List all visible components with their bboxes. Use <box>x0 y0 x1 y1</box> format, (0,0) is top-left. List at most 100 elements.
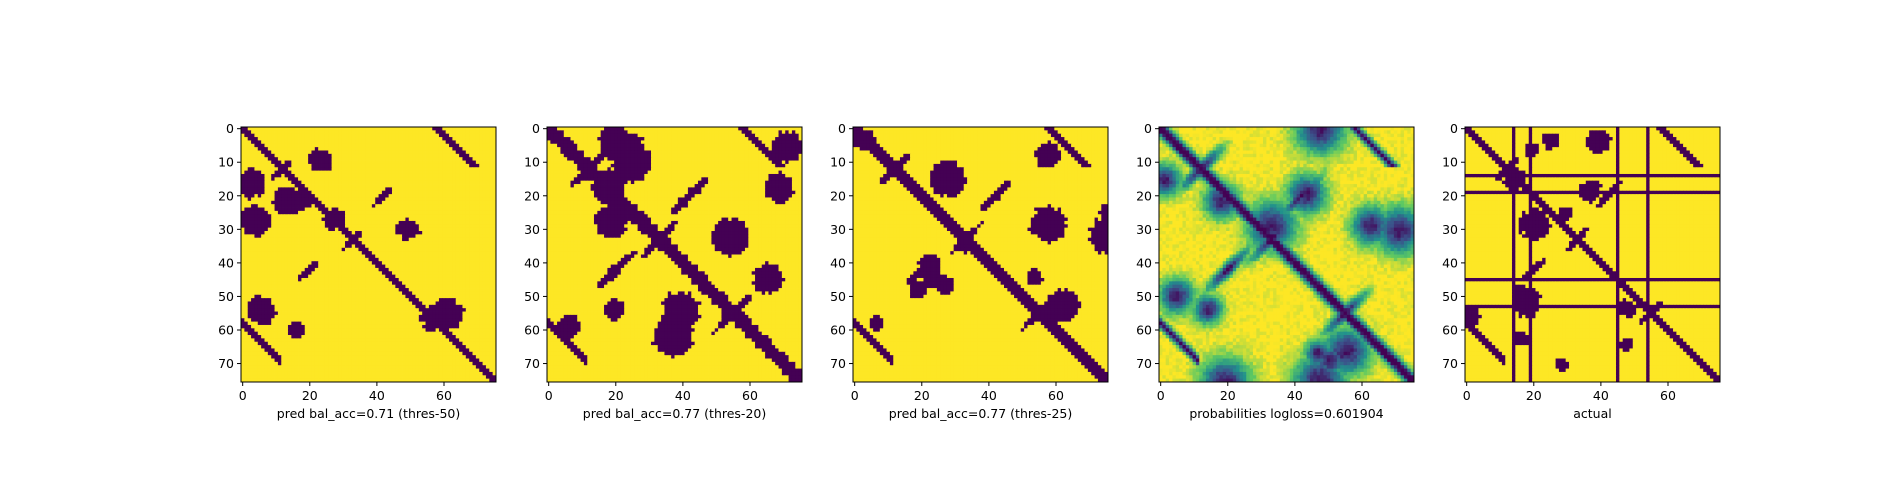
heatmap-cell <box>328 257 332 262</box>
heatmap-cell <box>402 197 406 202</box>
heatmap-cell <box>445 267 450 272</box>
heatmap-cell <box>375 224 379 229</box>
heatmap-cell <box>257 197 262 202</box>
heatmap-cell <box>442 157 447 161</box>
heatmap-cell <box>485 244 490 249</box>
heatmap-cell <box>428 338 433 343</box>
heatmap-cell <box>465 261 470 265</box>
heatmap-cell <box>301 321 306 326</box>
heatmap-cell <box>462 308 467 312</box>
heatmap-cell <box>425 147 430 151</box>
heatmap-cell <box>482 190 487 195</box>
heatmap-cell <box>469 224 473 229</box>
heatmap-cell <box>294 224 299 229</box>
heatmap-cell <box>331 184 336 188</box>
heatmap-cell <box>475 241 480 245</box>
heatmap-cell <box>328 167 332 172</box>
heatmap-cell <box>314 284 319 289</box>
heatmap-cell <box>294 301 299 306</box>
heatmap-cell <box>301 204 306 208</box>
heatmap-cell <box>341 274 346 279</box>
heatmap-cell <box>378 197 383 202</box>
heatmap-cell <box>338 308 343 312</box>
heatmap-cell <box>338 241 343 245</box>
heatmap-cell <box>415 220 420 225</box>
heatmap-cell <box>321 180 326 185</box>
heatmap-cell <box>489 254 494 259</box>
heatmap-cell <box>247 200 252 205</box>
heatmap-cell <box>475 210 480 215</box>
heatmap-cell <box>391 197 396 202</box>
heatmap-cell <box>291 257 296 262</box>
heatmap-cell <box>462 301 467 306</box>
heatmap-cell <box>304 160 309 165</box>
heatmap-cell <box>291 224 296 229</box>
heatmap-cell <box>274 288 279 292</box>
heatmap-cell <box>492 197 497 202</box>
heatmap-cell <box>318 133 322 138</box>
heatmap-cell <box>378 217 383 222</box>
heatmap-cell <box>277 130 282 135</box>
heatmap-cell <box>264 170 269 175</box>
heatmap-cell <box>244 244 249 249</box>
heatmap-cell <box>465 153 470 158</box>
heatmap-cell <box>465 177 470 182</box>
heatmap-cell <box>301 241 306 245</box>
heatmap-cell <box>479 308 483 312</box>
heatmap-cell <box>311 261 316 265</box>
heatmap-cell <box>452 137 457 141</box>
heatmap-cell <box>331 281 336 286</box>
heatmap-cell <box>351 294 356 299</box>
heatmap-cell <box>298 147 302 151</box>
heatmap-cell <box>425 318 430 323</box>
heatmap-cell <box>449 137 453 141</box>
heatmap-cell <box>324 314 329 319</box>
heatmap-cell <box>391 247 396 252</box>
heatmap-cell <box>241 241 245 245</box>
heatmap-cell <box>328 264 332 269</box>
heatmap-cell <box>287 335 292 339</box>
heatmap-cell <box>455 170 460 175</box>
heatmap-cell <box>472 173 477 178</box>
heatmap-cell <box>459 210 463 215</box>
heatmap-cell <box>418 220 423 225</box>
heatmap-cell <box>492 277 497 282</box>
heatmap-cell <box>338 234 343 239</box>
heatmap-cell <box>247 294 252 299</box>
heatmap-cell <box>358 173 363 178</box>
heatmap-cell <box>254 267 259 272</box>
heatmap-cell <box>328 147 332 151</box>
heatmap-cell <box>385 234 390 239</box>
heatmap-cell <box>435 237 440 242</box>
heatmap-cell <box>361 127 366 131</box>
heatmap-cell <box>469 294 473 299</box>
heatmap-cell <box>311 204 316 208</box>
heatmap-cell <box>432 291 437 296</box>
heatmap-cell <box>482 204 487 208</box>
heatmap-cell <box>338 271 343 276</box>
heatmap-cell <box>459 311 463 316</box>
heatmap-cell <box>318 187 322 192</box>
heatmap-cell <box>385 127 390 131</box>
heatmap-cell <box>462 197 467 202</box>
heatmap-cell <box>284 227 289 232</box>
heatmap-cell <box>271 274 275 279</box>
heatmap-cell <box>334 157 339 161</box>
heatmap-cell <box>455 224 460 229</box>
heatmap-cell <box>324 291 329 296</box>
heatmap-cell <box>432 150 437 155</box>
heatmap-cell <box>301 314 306 319</box>
heatmap-cell <box>442 291 447 296</box>
heatmap-cell <box>241 274 245 279</box>
heatmap-cell <box>415 247 420 252</box>
heatmap-cell <box>408 311 413 316</box>
heatmap-cell <box>314 277 319 282</box>
heatmap-cell <box>361 291 366 296</box>
heatmap-cell <box>385 173 390 178</box>
heatmap-cell <box>381 274 386 279</box>
heatmap-cell <box>452 207 457 212</box>
heatmap-cell <box>449 177 453 182</box>
heatmap-cell <box>301 137 306 141</box>
heatmap-cell <box>358 127 363 131</box>
heatmap-cell <box>385 150 390 155</box>
